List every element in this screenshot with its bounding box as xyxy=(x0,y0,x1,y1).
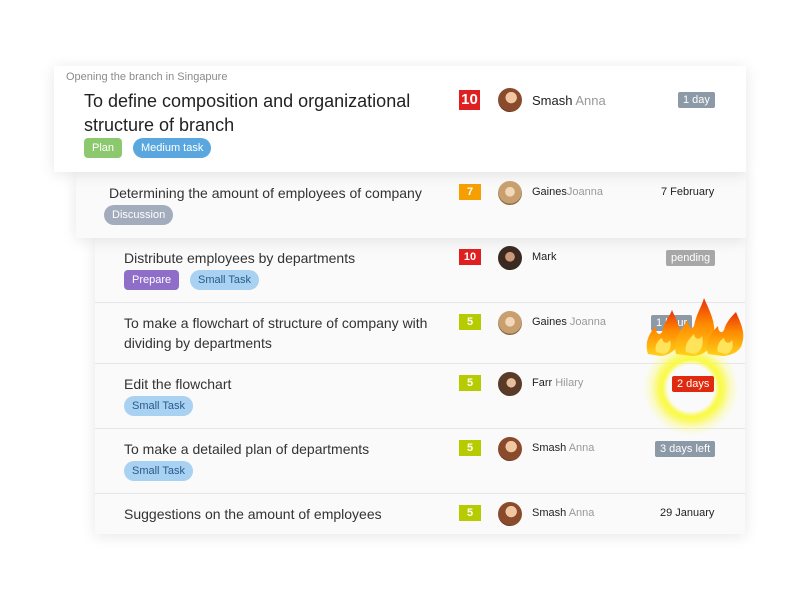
avatar[interactable] xyxy=(498,372,522,396)
breadcrumb[interactable]: Opening the branch in Singapure xyxy=(66,71,228,83)
avatar[interactable] xyxy=(498,502,522,526)
assignee[interactable]: Farr Hilary xyxy=(532,377,583,389)
assignee-last-name: Anna xyxy=(568,442,595,454)
priority-badge: 7 xyxy=(459,184,481,200)
priority-badge: 5 xyxy=(459,505,481,521)
tag-prepare[interactable]: Prepare xyxy=(124,270,180,290)
priority-badge: 5 xyxy=(459,440,481,456)
assignee-first-name: Smash xyxy=(532,93,573,108)
flame-icon xyxy=(646,298,744,356)
assignee[interactable]: Smash Anna xyxy=(532,93,606,108)
avatar[interactable] xyxy=(498,437,522,461)
assignee[interactable]: Gaines Joanna xyxy=(532,316,606,328)
assignee-first-name: Smash xyxy=(532,507,567,519)
main-task-title[interactable]: To define composition and organizational… xyxy=(84,91,411,135)
tag-small-task[interactable]: Small Task xyxy=(124,396,193,416)
subtask-card xyxy=(76,172,746,238)
assignee[interactable]: GainesJoanna xyxy=(532,186,603,198)
assignee-last-name: Joanna xyxy=(566,186,603,198)
tag-plan[interactable]: Plan xyxy=(84,138,123,158)
task-title[interactable]: To make a detailed plan of departments xyxy=(124,441,370,457)
deadline-badge-urgent: 2 days xyxy=(672,376,715,392)
row-divider xyxy=(95,493,745,494)
tag-discussion[interactable]: Discussion xyxy=(104,205,174,225)
assignee-first-name: Smash xyxy=(532,442,567,454)
deadline-badge: 1 day xyxy=(678,92,715,108)
task-title[interactable]: Edit the flowchart xyxy=(124,376,232,392)
assignee[interactable]: Smash Anna xyxy=(532,507,594,519)
assignee-last-name: Joanna xyxy=(569,316,607,328)
assignee-last-name: Hilary xyxy=(555,377,584,389)
tag-small-task[interactable]: Small Task xyxy=(190,270,259,290)
priority-badge: 10 xyxy=(459,249,481,265)
deadline-badge: 3 days left xyxy=(655,441,716,457)
assignee-last-name: Anna xyxy=(568,507,595,519)
avatar[interactable] xyxy=(498,181,522,205)
tag-medium-task[interactable]: Medium task xyxy=(133,138,212,158)
tag-small-task[interactable]: Small Task xyxy=(124,461,193,481)
assignee-last-name: Anna xyxy=(575,93,606,108)
deadline-date: 7 February xyxy=(661,186,715,198)
task-title[interactable]: Suggestions on the amount of employees xyxy=(124,506,382,522)
avatar[interactable] xyxy=(498,246,522,270)
assignee-first-name: Mark xyxy=(532,251,557,263)
deadline-date: 29 January xyxy=(660,507,715,519)
assignee-first-name: Gaines xyxy=(532,186,567,198)
task-title[interactable]: To make a flowchart of structure of comp… xyxy=(124,315,428,351)
priority-badge: 10 xyxy=(459,90,480,110)
assignee-first-name: Farr xyxy=(532,377,553,389)
priority-badge: 5 xyxy=(459,375,481,391)
assignee-first-name: Gaines xyxy=(532,316,567,328)
deadline-badge: pending xyxy=(666,250,716,266)
row-divider xyxy=(95,428,745,429)
avatar[interactable] xyxy=(498,311,522,335)
task-title[interactable]: Distribute employees by departments xyxy=(124,250,356,266)
assignee[interactable]: Mark xyxy=(532,251,556,263)
avatar[interactable] xyxy=(498,88,522,112)
subtask-title[interactable]: Determining the amount of employees of c… xyxy=(109,185,422,201)
assignee[interactable]: Smash Anna xyxy=(532,442,594,454)
row-divider xyxy=(95,363,745,364)
priority-badge: 5 xyxy=(459,314,481,330)
row-divider xyxy=(95,302,745,303)
